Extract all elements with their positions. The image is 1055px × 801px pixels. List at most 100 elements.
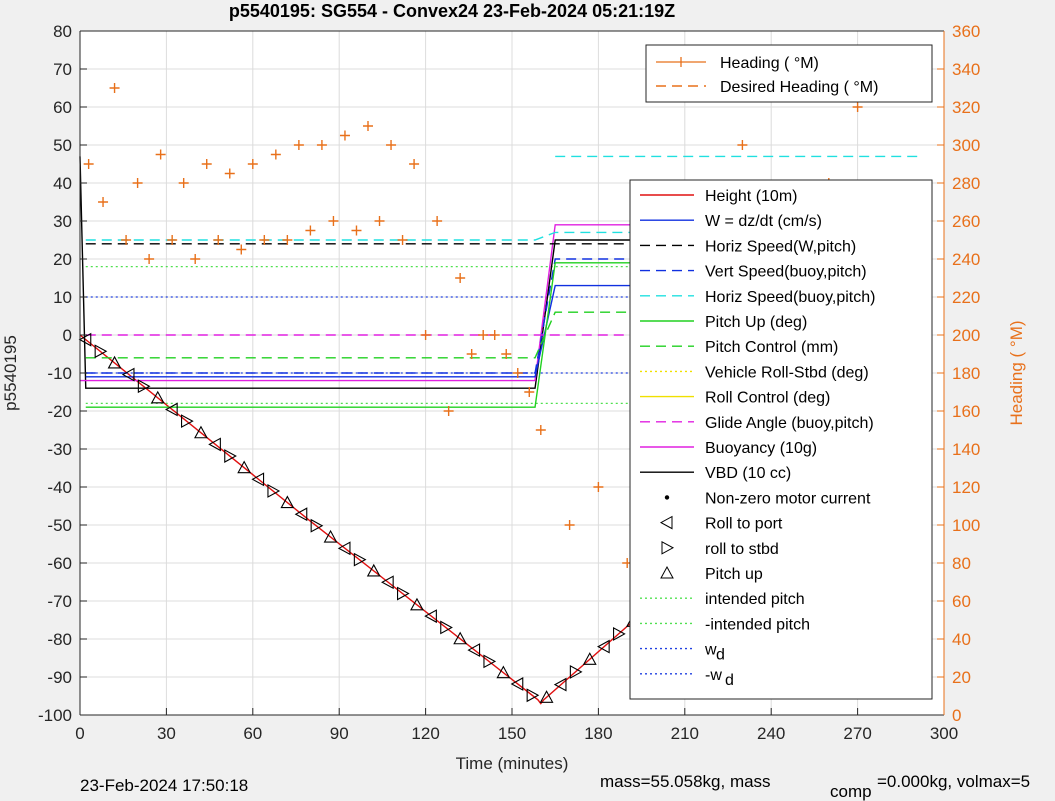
heading-point (593, 482, 604, 492)
y-right-tick-label: 300 (952, 136, 980, 155)
legend-label: VBD (10 cc) (705, 465, 791, 482)
legend-top-label: Desired Heading ( °M) (720, 79, 878, 96)
y-tick-label: -10 (47, 364, 72, 383)
series-line (85, 311, 921, 359)
legend-label: Buoyancy (10g) (705, 440, 817, 457)
heading-point (466, 349, 477, 359)
y-tick-label: -50 (47, 516, 72, 535)
motor-marker (150, 390, 165, 404)
y-right-tick-label: 0 (952, 706, 961, 725)
motor-marker (237, 460, 252, 474)
motor-marker (553, 677, 567, 692)
footer-mass: mass=55.058kg, mass (600, 772, 771, 791)
heading-point (259, 235, 270, 245)
y-axis-label: p5540195 (1, 335, 20, 411)
motor-marker (440, 620, 453, 635)
y-right-tick-label: 360 (952, 22, 980, 41)
y-tick-label: 50 (53, 136, 72, 155)
legend-main-box (629, 179, 933, 700)
legend-symbol (659, 515, 673, 530)
motor-marker (613, 627, 626, 641)
heading-point (270, 149, 281, 160)
x-tick-label: 270 (843, 724, 871, 743)
legend-main: Height (10m) W = dz/dt (cm/s) Horiz Speed(… (629, 179, 933, 700)
motor-marker (94, 344, 108, 359)
y-tick-label: 40 (53, 174, 72, 193)
legend-label: Vert Speed(buoy,pitch) (705, 264, 867, 281)
heading-point (190, 254, 201, 264)
legend-label: Height (10m) (705, 188, 797, 205)
x-tick-label: 240 (757, 724, 785, 743)
heading-point (224, 168, 235, 179)
y-tick-label: 60 (53, 98, 72, 117)
motor-marker (410, 597, 424, 611)
x-tick-label: 210 (671, 724, 699, 743)
heading-point (397, 235, 408, 245)
heading-point (501, 349, 512, 359)
motor-marker (107, 355, 122, 369)
legend-label: W = dz/dt (cm/s) (705, 213, 822, 230)
motor-marker (496, 665, 511, 679)
motor-marker (181, 414, 194, 429)
motor-marker (453, 631, 468, 645)
heading-point (144, 254, 155, 264)
motor-marker (353, 552, 367, 567)
heading-point (374, 216, 385, 226)
legend-label: Pitch Control (mm) (705, 339, 838, 356)
heading-point (83, 159, 94, 169)
y-right-tick-label: 280 (952, 174, 980, 193)
motor-marker (510, 677, 524, 691)
heading-point (524, 387, 535, 397)
motor-marker (569, 665, 583, 679)
y-right-tick-label: 160 (952, 402, 980, 421)
y-tick-label: -40 (47, 478, 72, 497)
motor-marker (424, 609, 437, 624)
heading-point (409, 159, 420, 169)
heading-point (512, 368, 523, 378)
motor-marker (539, 690, 554, 703)
legend-top-label: Heading ( °M) (720, 55, 819, 72)
legend-label: -intended pitch (705, 616, 810, 633)
motor-marker (267, 484, 281, 498)
heading-point (236, 244, 247, 255)
legend-label: Vehicle Roll-Stbd (deg) (705, 364, 869, 381)
motor-marker (582, 652, 597, 665)
y-right-tick-label: 260 (952, 212, 980, 231)
legend-label: -w (705, 667, 722, 684)
y-tick-label: -30 (47, 440, 72, 459)
heading-point (478, 330, 489, 340)
y-tick-label: 10 (53, 288, 72, 307)
y-tick-label: -80 (47, 630, 72, 649)
legend-label: Pitch Up (deg) (705, 314, 807, 331)
motor-marker (366, 563, 381, 577)
x-tick-label: 300 (930, 724, 958, 743)
y-tick-label: -90 (47, 668, 72, 687)
y-right-tick-label: 180 (952, 364, 980, 383)
footer-comp: =0.000kg, volmax=5 (877, 772, 1030, 791)
motor-marker (78, 332, 92, 347)
y-right-tick-label: 340 (952, 60, 980, 79)
y-right-tick-label: 200 (952, 326, 980, 345)
heading-point (132, 178, 143, 188)
y-right-tick-label: 140 (952, 440, 980, 459)
y-right-tick-label: 20 (952, 668, 971, 687)
legend-top: Heading ( °M) Desired Heading ( °M) (645, 44, 933, 103)
motor-marker (194, 425, 208, 439)
heading-point (852, 102, 863, 112)
heading-point (564, 520, 575, 530)
y-tick-label: 0 (63, 326, 72, 345)
heading-point (489, 330, 500, 340)
x-tick-label: 60 (243, 724, 262, 743)
heading-point (432, 216, 443, 226)
heading-point (155, 149, 166, 160)
motor-marker (294, 507, 308, 522)
y-right-tick-label: 80 (952, 554, 971, 573)
y-tick-label: 20 (53, 250, 72, 269)
legend-label: Horiz Speed(buoy,pitch) (705, 289, 875, 306)
y-right-tick-label: 60 (952, 592, 971, 611)
y-tick-label: 80 (53, 22, 72, 41)
heading-point (328, 216, 339, 226)
legend-label: Glide Angle (buoy,pitch) (705, 415, 874, 432)
heading-point (443, 406, 454, 416)
